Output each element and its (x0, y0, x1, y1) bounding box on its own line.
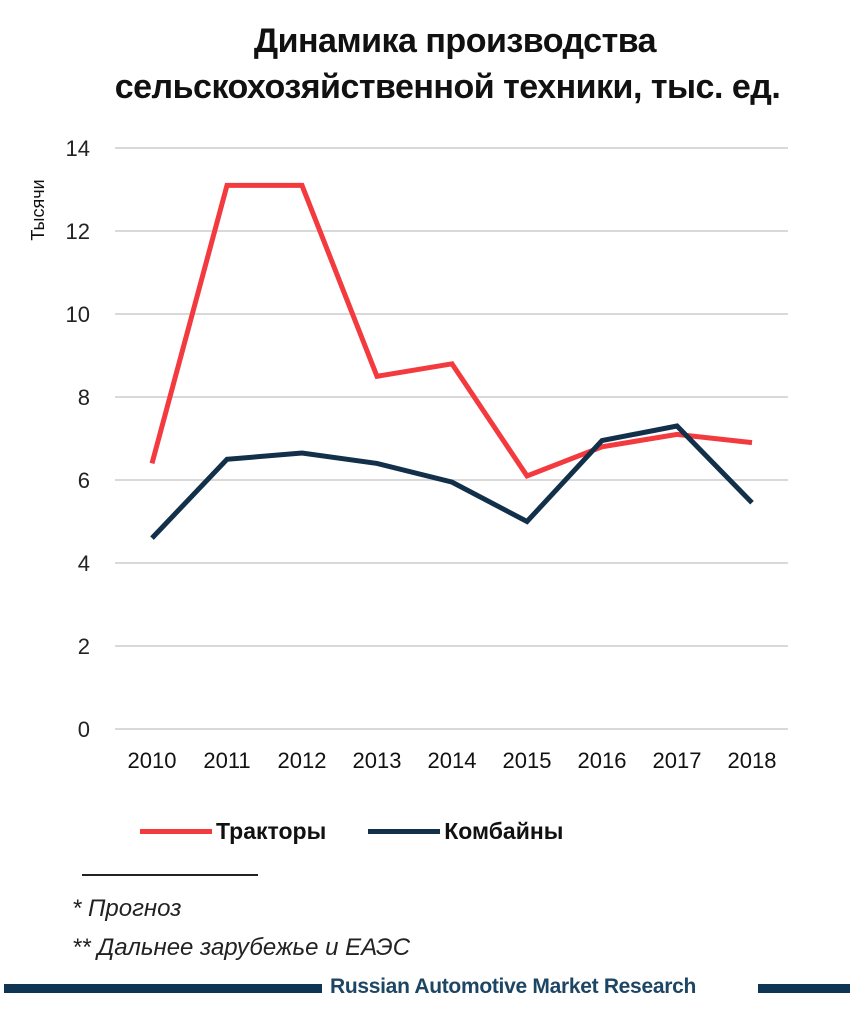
legend-label-combines: Комбайны (444, 818, 564, 844)
data-series (149, 182, 754, 540)
chart-legend: Тракторы Комбайны (140, 818, 605, 845)
x-tick-label: 2013 (353, 748, 402, 773)
y-tick-label: 10 (66, 302, 90, 327)
x-tick-label: 2018 (728, 748, 777, 773)
brand-bar-left (4, 984, 322, 993)
x-tick-label: 2015 (503, 748, 552, 773)
chart-title-line-1: Динамика производства (253, 22, 657, 60)
x-tick-label: 2016 (578, 748, 627, 773)
y-tick-label: 2 (78, 634, 90, 659)
legend-item-combines: Комбайны (368, 818, 563, 845)
y-tick-label: 0 (78, 717, 90, 742)
footnote-far-abroad: ** Дальнее зарубежье и ЕАЭС (72, 934, 411, 961)
series-line-tractors (149, 182, 753, 479)
y-tick-label: 6 (78, 468, 90, 493)
y-tick-label: 4 (78, 551, 90, 576)
legend-swatch-combines (368, 829, 441, 834)
chart-title-line-2: сельскохозяйственной техники, тыс. ед. (114, 68, 781, 106)
footnote-forecast: * Прогноз (72, 895, 182, 922)
x-tick-label: 2014 (428, 748, 477, 773)
legend-swatch-tractors (140, 829, 212, 834)
x-tick-label: 2010 (128, 748, 177, 773)
gridlines (115, 147, 788, 730)
brand-text: Russian Automotive Market Research (330, 975, 696, 998)
x-tick-label: 2012 (278, 748, 327, 773)
legend-item-tractors: Тракторы (140, 818, 326, 845)
y-axis-label: Тысячи (28, 179, 48, 240)
x-tick-label: 2017 (653, 748, 702, 773)
y-tick-label: 8 (78, 385, 90, 410)
x-tick-label: 2011 (203, 748, 250, 773)
footnote-divider (82, 874, 258, 876)
chart-title: Динамика производства сельскохозяйственн… (0, 18, 850, 110)
line-chart: 0 2 4 6 8 10 12 14 2010 2011 2012 2013 2014 2015 2016… (28, 136, 788, 773)
y-tick-label: 12 (66, 219, 90, 244)
x-axis-ticks: 2010 2011 2012 2013 2014 2015 2016 2017 2018 (128, 748, 777, 773)
y-tick-label: 14 (66, 136, 90, 161)
legend-label-tractors: Тракторы (216, 818, 327, 844)
series-line-combines (150, 423, 754, 540)
brand-bar-right (758, 984, 850, 993)
y-axis-ticks: 0 2 4 6 8 10 12 14 (66, 136, 90, 742)
